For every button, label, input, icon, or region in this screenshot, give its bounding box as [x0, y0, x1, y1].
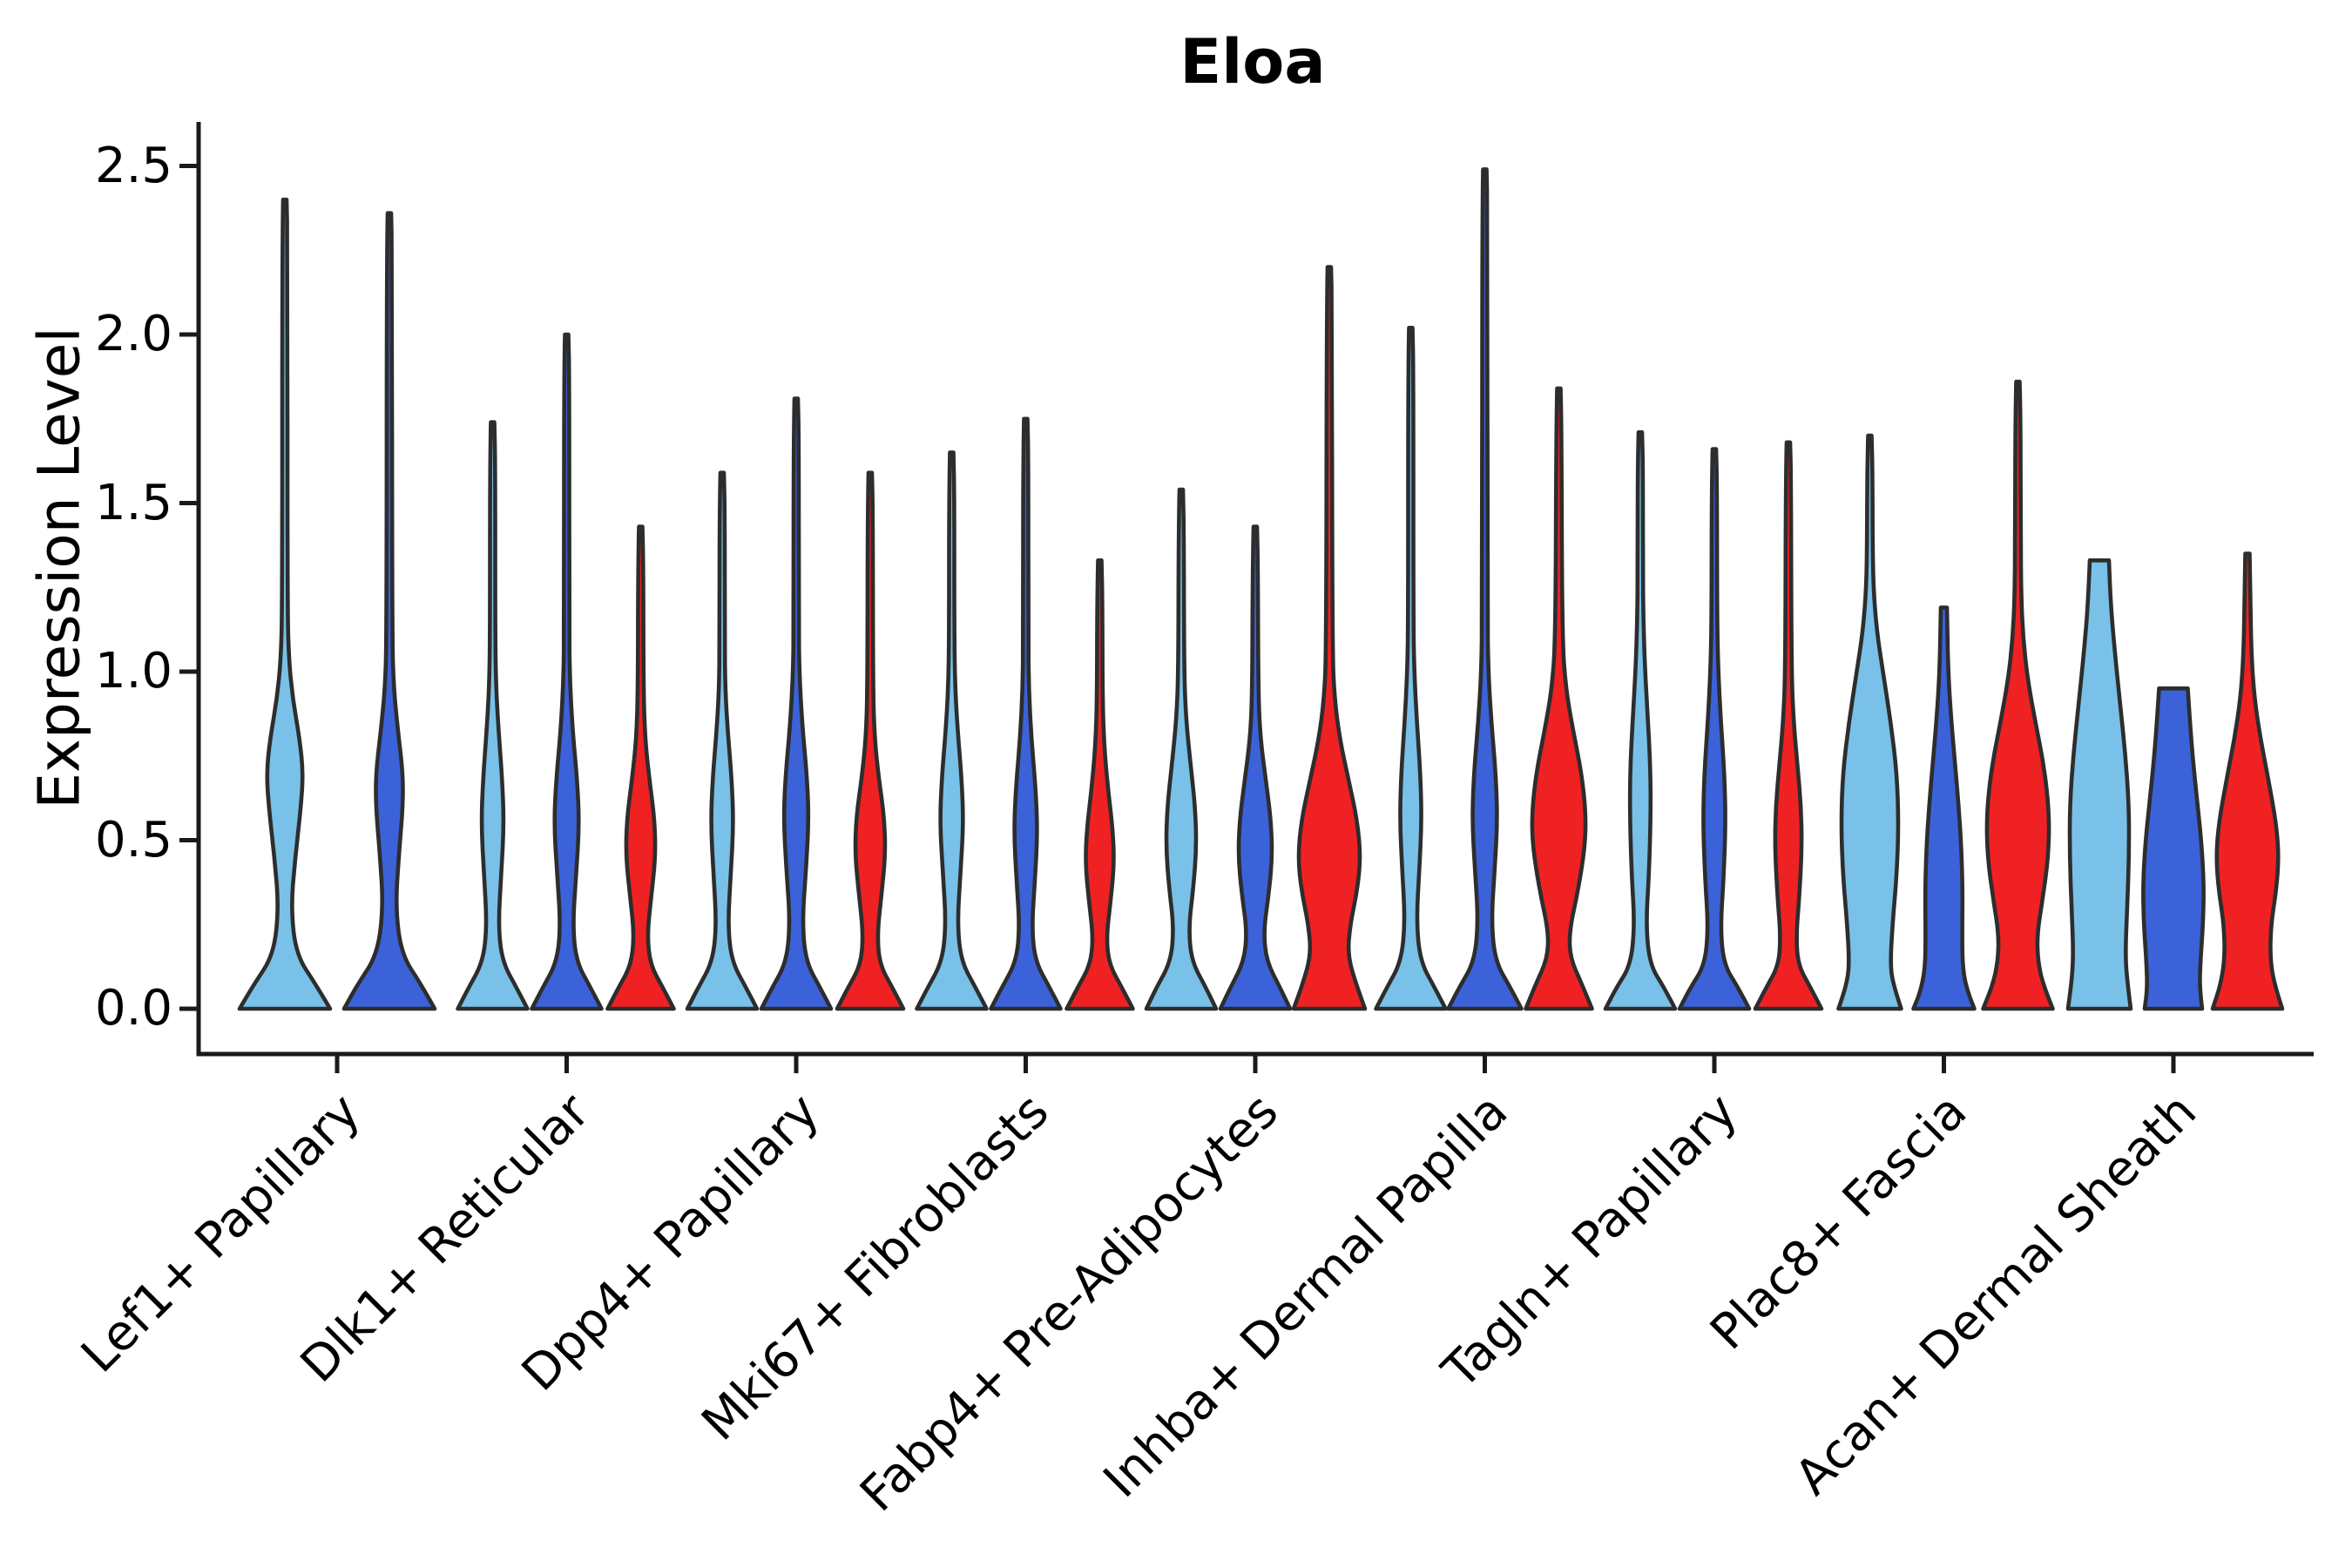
y-tick-label: 1.0 — [94, 643, 172, 700]
violin-tagln-papillary-darkblue — [1677, 447, 1752, 1011]
violin-mki67-fibroblasts-red — [1064, 558, 1135, 1011]
violin-tagln-papillary-red — [1753, 440, 1824, 1011]
violin-dpp4-papillary-red — [835, 470, 906, 1011]
violin-fabp4-pre-adipocytes-lightblue — [1144, 487, 1219, 1011]
violin-plac8-fascia-lightblue — [1836, 433, 1903, 1011]
violin-inhba-dermal-papilla-lightblue — [1374, 325, 1448, 1011]
chart-title: Eloa — [1179, 26, 1326, 98]
violin-inhba-dermal-papilla-red — [1524, 386, 1594, 1011]
violin-dlk1-reticular-darkblue — [530, 332, 604, 1011]
violin-dlk1-reticular-lightblue — [456, 420, 530, 1011]
violin-acan-dermal-sheath-darkblue — [2141, 686, 2206, 1011]
violin-dlk1-reticular-red — [605, 524, 676, 1011]
violin-mki67-fibroblasts-lightblue — [915, 450, 989, 1011]
violin-lef1-papillary-darkblue — [341, 211, 437, 1011]
violin-acan-dermal-sheath-red — [2210, 551, 2285, 1011]
violin-tagln-papillary-lightblue — [1603, 429, 1678, 1011]
y-tick-label: 0.0 — [94, 980, 172, 1037]
y-axis-label: Expression Level — [25, 327, 93, 809]
y-tick-label: 0.5 — [94, 811, 172, 868]
violin-plac8-fascia-darkblue — [1911, 605, 1977, 1011]
violin-mki67-fibroblasts-darkblue — [989, 416, 1063, 1011]
violin-plac8-fascia-red — [1981, 379, 2055, 1011]
violin-fabp4-pre-adipocytes-darkblue — [1218, 524, 1293, 1011]
y-tick-label: 2.5 — [94, 137, 172, 194]
violin-fabp4-pre-adipocytes-red — [1291, 265, 1368, 1011]
violin-dpp4-papillary-lightblue — [685, 470, 760, 1011]
y-tick-label: 1.5 — [94, 474, 172, 531]
violin-lef1-papillary-lightblue — [237, 197, 333, 1011]
violin-inhba-dermal-papilla-darkblue — [1446, 167, 1524, 1011]
violin-dpp4-papillary-darkblue — [759, 396, 834, 1011]
y-tick-label: 2.0 — [94, 306, 172, 362]
violin-acan-dermal-sheath-lightblue — [2065, 558, 2133, 1011]
